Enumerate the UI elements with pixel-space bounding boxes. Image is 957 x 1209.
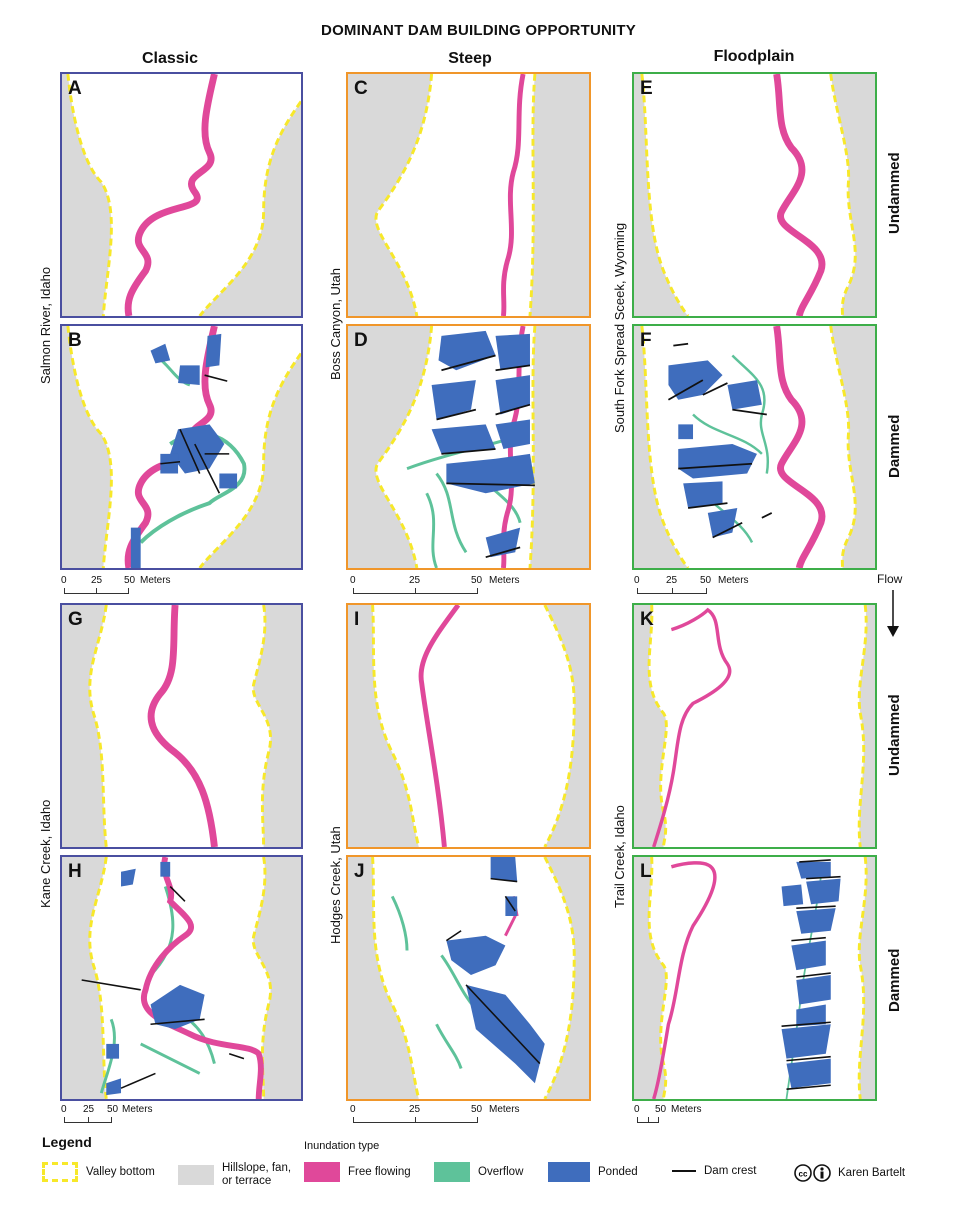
panel-label: L bbox=[640, 861, 652, 882]
panel-a: A bbox=[60, 72, 303, 318]
panel-g: G bbox=[60, 603, 303, 849]
row-label-dammed-1: Dammed bbox=[886, 414, 903, 478]
scale-bar-6: 0 50 Meters bbox=[634, 1104, 737, 1137]
site-label-southfork: South Fork Spread Sceek, Wyoming bbox=[612, 222, 627, 433]
panel-i: I bbox=[346, 603, 591, 849]
site-label-boss: Boss Canyon, Utah bbox=[328, 267, 343, 380]
site-label-trail: Trail Creek, Idaho bbox=[612, 805, 627, 908]
scale-bar-2: 0 25 50 Meters bbox=[350, 575, 533, 608]
panel-label: J bbox=[354, 861, 365, 882]
panel-label: A bbox=[68, 78, 82, 99]
panel-label: H bbox=[68, 861, 82, 882]
site-label-kane: Kane Creek, Idaho bbox=[38, 799, 53, 908]
panel-h: H bbox=[60, 855, 303, 1101]
scale-bar-1: 0 25 50 Meters bbox=[61, 575, 184, 608]
panel-label: I bbox=[354, 609, 360, 630]
ponded-swatch bbox=[548, 1162, 590, 1182]
panel-label: F bbox=[640, 330, 652, 351]
row-label-dammed-2: Dammed bbox=[886, 948, 903, 1012]
flow-arrow-icon bbox=[887, 590, 899, 637]
column-header-classic: Classic bbox=[141, 50, 199, 67]
inundation-title: Inundation type bbox=[304, 1140, 380, 1152]
hillslope-swatch bbox=[178, 1165, 214, 1185]
panel-label: D bbox=[354, 330, 368, 351]
panel-j: J bbox=[346, 855, 591, 1101]
legend-title: Legend bbox=[42, 1134, 92, 1150]
overflow-swatch bbox=[434, 1162, 470, 1182]
creative-commons-icon: cc bbox=[794, 1164, 831, 1182]
site-label-salmon: Salmon River, Idaho bbox=[38, 266, 53, 384]
scale-bar-4: 0 25 50 Meters bbox=[61, 1104, 164, 1137]
panel-k: K bbox=[632, 603, 877, 849]
legend-valley: Valley bottom bbox=[42, 1162, 155, 1182]
scale-bar-5: 0 25 50 Meters bbox=[350, 1104, 533, 1137]
site-label-hodges: Hodges Creek, Utah bbox=[328, 826, 343, 944]
scale-bar-3: 0 25 50 Meters bbox=[634, 575, 757, 608]
legend-hillslope: Hillslope, fan, or terrace bbox=[178, 1162, 291, 1188]
valley-swatch bbox=[42, 1162, 78, 1182]
legend-dam-crest: Dam crest bbox=[672, 1165, 756, 1177]
panel-l: L bbox=[632, 855, 877, 1101]
panel-label: C bbox=[354, 78, 368, 99]
flow-label: Flow bbox=[877, 572, 903, 586]
legend-credit: cc Karen Bartelt bbox=[794, 1163, 905, 1183]
free-flowing-swatch bbox=[304, 1162, 340, 1182]
row-label-undammed-1: Undammed bbox=[886, 152, 903, 234]
legend-ponded: Ponded bbox=[548, 1162, 638, 1182]
panel-e: E bbox=[632, 72, 877, 318]
column-header-steep: Steep bbox=[448, 50, 492, 67]
panel-label: K bbox=[640, 609, 654, 630]
legend-overflow: Overflow bbox=[434, 1162, 523, 1182]
panel-label: B bbox=[68, 330, 82, 351]
panel-b: B bbox=[60, 324, 303, 570]
panel-label: E bbox=[640, 78, 653, 99]
panel-label: G bbox=[68, 609, 83, 630]
panel-c: C bbox=[346, 72, 591, 318]
dam-crest-swatch bbox=[672, 1170, 696, 1172]
panel-f: F bbox=[632, 324, 877, 570]
panel-d: D bbox=[346, 324, 591, 570]
svg-text:cc: cc bbox=[799, 1170, 808, 1179]
figure-title: DOMINANT DAM BUILDING OPPORTUNITY bbox=[321, 22, 636, 39]
row-label-undammed-2: Undammed bbox=[886, 694, 903, 776]
column-header-floodplain: Floodplain bbox=[713, 48, 795, 65]
legend-free-flowing: Free flowing bbox=[304, 1162, 411, 1182]
